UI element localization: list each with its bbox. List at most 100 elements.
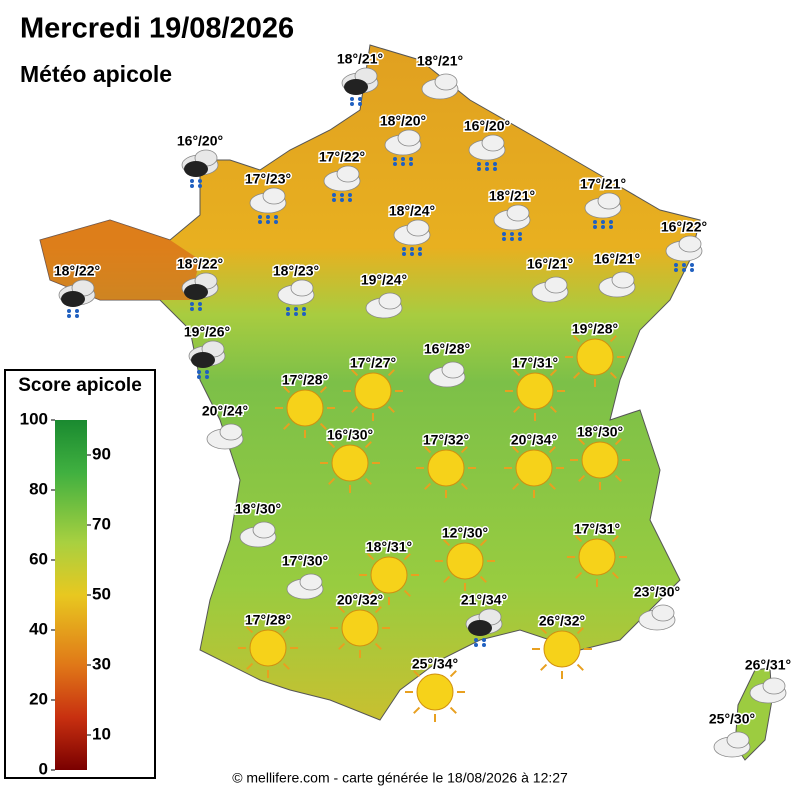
rain-drop — [258, 220, 262, 224]
sun — [341, 609, 379, 647]
station: 17°/23° — [243, 169, 293, 224]
sun-ray — [513, 405, 521, 413]
sun-ray — [460, 446, 468, 454]
rain-drop — [593, 225, 597, 229]
legend-tick-label: 50 — [92, 584, 111, 603]
sun — [416, 673, 454, 711]
rain-drop — [197, 370, 201, 374]
rain-drop — [485, 162, 489, 166]
sun-ray — [449, 706, 457, 714]
station: 16°/20° — [175, 131, 225, 188]
cloud — [252, 521, 276, 539]
station-label: 19°/26° — [184, 324, 230, 340]
sun-ray — [283, 422, 291, 430]
legend-tick-label: 20 — [29, 689, 48, 708]
sun-ray — [328, 477, 336, 485]
rain-drop — [67, 314, 71, 318]
cloud — [726, 731, 750, 749]
station: 16°/20° — [462, 116, 512, 171]
rain-drop — [474, 643, 478, 647]
cloud — [762, 677, 786, 695]
station-label: 18°/23° — [273, 263, 319, 279]
sun-ray — [374, 606, 382, 614]
rain-drop — [485, 167, 489, 171]
station: 21°/34° — [459, 590, 509, 647]
sun-ray — [576, 627, 584, 635]
sun-ray — [549, 369, 557, 377]
legend-tick-label: 80 — [29, 479, 48, 498]
sun-ray — [479, 539, 487, 547]
sun-ray — [443, 575, 451, 583]
station: 19°/28° — [565, 319, 625, 387]
sun-ray — [614, 438, 622, 446]
sun — [370, 556, 408, 594]
sun-ray — [512, 482, 520, 490]
legend-tick-label: 70 — [92, 514, 111, 533]
station: 26°/32° — [532, 611, 592, 679]
station-label: 16°/21° — [527, 256, 573, 272]
sun-ray — [512, 446, 520, 454]
rain-drop — [690, 268, 694, 272]
station: 16°/21° — [525, 254, 575, 303]
rain-drop — [350, 97, 354, 101]
station: 18°/23° — [271, 261, 321, 316]
rain-drop — [294, 307, 298, 311]
rain-drop — [266, 220, 270, 224]
rain-drop — [332, 198, 336, 202]
station: 20°/34° — [504, 430, 564, 498]
cloud — [611, 271, 635, 289]
sun-ray — [479, 575, 487, 583]
station: 25°/30° — [707, 709, 757, 758]
rain-drop — [418, 247, 422, 251]
cloud — [378, 292, 402, 310]
station-label: 20°/34° — [511, 432, 557, 448]
rain-drop — [286, 312, 290, 316]
sun-ray — [548, 482, 556, 490]
sun-ray — [351, 405, 359, 413]
cloud — [434, 73, 458, 91]
cloud — [651, 604, 675, 622]
sun-ray — [282, 662, 290, 670]
station-label: 26°/31° — [745, 657, 791, 673]
station: 18°/30° — [233, 499, 283, 548]
rain-drop — [493, 162, 497, 166]
rain-drop — [674, 268, 678, 272]
storm-cloud — [184, 284, 208, 300]
rain-drop — [340, 198, 344, 202]
station-label: 25°/30° — [709, 711, 755, 727]
rain-drop — [274, 215, 278, 219]
sun-ray — [611, 571, 619, 579]
sun — [446, 542, 484, 580]
rain-drop — [510, 232, 514, 236]
sun-ray — [513, 369, 521, 377]
station: 19°/24° — [359, 270, 409, 319]
station-label: 19°/24° — [361, 272, 407, 288]
rain-drop — [409, 162, 413, 166]
cloud — [678, 235, 702, 253]
cloud — [506, 204, 530, 222]
footer: © mellifere.com - carte générée le 18/08… — [232, 770, 568, 786]
cloud — [481, 134, 505, 152]
station-label: 16°/21° — [594, 251, 640, 267]
sun-ray — [338, 606, 346, 614]
sun-ray — [578, 474, 586, 482]
rain-drop — [393, 157, 397, 161]
station: 18°/21° — [335, 49, 385, 106]
sun-ray — [413, 706, 421, 714]
rain-drop — [474, 638, 478, 642]
station-label: 17°/23° — [245, 171, 291, 187]
station: 26°/31° — [743, 655, 793, 704]
station: 17°/28° — [238, 610, 298, 678]
legend-tick-label: 30 — [92, 654, 111, 673]
sun-ray — [246, 626, 254, 634]
rain-drop — [198, 179, 202, 183]
station: 17°/31° — [505, 353, 565, 421]
legend-title: Score apicole — [18, 375, 142, 396]
sun-ray — [282, 626, 290, 634]
rain-drop — [348, 198, 352, 202]
rain-drop — [75, 309, 79, 313]
rain-drop — [502, 237, 506, 241]
rain-drop — [410, 247, 414, 251]
rain-drop — [601, 220, 605, 224]
